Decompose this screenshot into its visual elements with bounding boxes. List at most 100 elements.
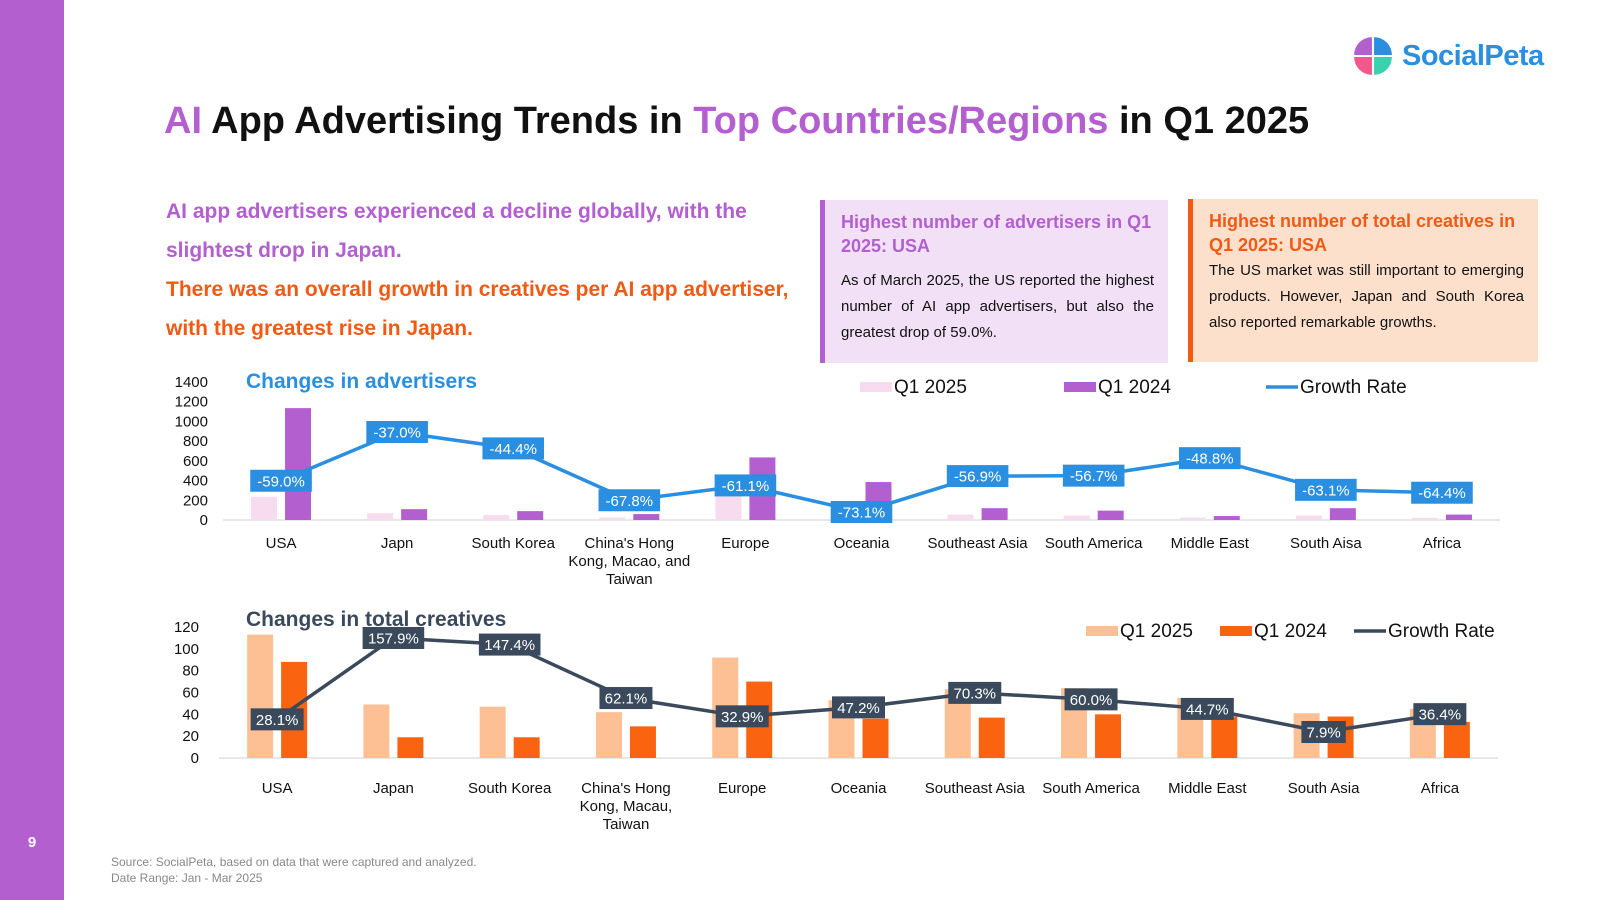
bar-q1-2025-japn: [367, 513, 394, 520]
growth-rate-label-box: [1178, 447, 1241, 470]
growth-rate-label: 47.2%: [837, 700, 880, 717]
y-tick-label: 120: [174, 619, 199, 636]
growth-rate-label: -67.8%: [606, 493, 654, 510]
legend-swatch-q1-2025: [860, 382, 892, 392]
summary-advertisers: AI app advertisers experienced a decline…: [166, 200, 747, 262]
growth-rate-label-box: [1411, 481, 1473, 504]
y-tick-label: 1400: [175, 374, 208, 391]
growth-rate-label: 36.4%: [1419, 707, 1462, 724]
footnote: Source: SocialPeta, based on data that w…: [111, 854, 477, 886]
bar-q1-2024-southeast-asia: [981, 508, 1008, 520]
growth-rate-label-box: [714, 474, 777, 497]
y-tick-label: 1000: [175, 413, 208, 430]
bar-q1-2024-usa: [285, 408, 312, 520]
x-tick-label: Middle East: [1168, 780, 1247, 797]
x-tick-label: South Korea: [468, 780, 552, 797]
bar-q1-2025-south-america: [1063, 515, 1090, 520]
growth-rate-label: -63.1%: [1302, 482, 1350, 499]
bar-q1-2025-south-korea: [483, 515, 510, 520]
page-number: 9: [27, 834, 37, 851]
growth-rate-label: 147.4%: [484, 637, 535, 654]
footnote-source: Source: SocialPeta, based on data that w…: [111, 855, 477, 869]
growth-rate-label: -64.4%: [1418, 485, 1466, 502]
y-tick-label: 600: [183, 453, 208, 470]
y-tick-label: 20: [182, 728, 199, 745]
y-tick-label: 400: [183, 473, 208, 490]
growth-rate-label: -37.0%: [373, 425, 421, 442]
footnote-date-range: Date Range: Jan - Mar 2025: [111, 871, 263, 885]
growth-rate-label-box: [1295, 478, 1357, 501]
x-tick-label: Southeast Asia: [928, 535, 1029, 552]
x-tick-label: South Asia: [1288, 780, 1360, 797]
growth-rate-line: [280, 430, 1442, 514]
summary-creatives: There was an overall growth in creatives…: [166, 278, 789, 340]
growth-rate-label-box: [715, 705, 769, 728]
bar-q1-2024-south-aisa: [1329, 508, 1356, 520]
x-tick-label: China's Hong Kong, Macau, Taiwan: [580, 780, 673, 833]
growth-rate-label-box: [1413, 703, 1467, 726]
bar-q1-2024-middle-east: [1211, 716, 1238, 758]
bar-q1-2024-southeast-asia: [978, 717, 1005, 758]
x-tick-label: South Korea: [472, 535, 556, 552]
sidebar-band: 9: [0, 0, 64, 900]
callout-advertisers: Highest number of advertisers in Q1 2025…: [820, 200, 1168, 363]
y-tick-label: 0: [191, 750, 199, 767]
y-tick-label: 100: [174, 641, 199, 658]
growth-rate-label: 157.9%: [368, 631, 419, 648]
bar-q1-2025-africa: [1411, 517, 1438, 520]
socialpeta-logo-icon: [1354, 37, 1392, 75]
x-tick-label: Japan: [373, 780, 414, 797]
bar-q1-2025-europe: [715, 495, 742, 520]
bar-q1-2025-south-korea: [479, 706, 506, 758]
chart-title: Changes in total creatives: [246, 608, 506, 631]
bar-q1-2025-japan: [363, 704, 390, 758]
bar-q1-2024-south-america: [1095, 714, 1122, 758]
legend-label-growth-rate: Growth Rate: [1300, 377, 1407, 398]
x-tick-label: USA: [266, 535, 297, 552]
legend-label-q1-2025: Q1 2025: [1120, 621, 1193, 642]
bar-q1-2025-china-s-hong-kong-macau-taiwan: [595, 712, 622, 758]
bar-q1-2024-africa: [1445, 514, 1472, 520]
bar-q1-2024-south-america: [1097, 510, 1124, 520]
bar-q1-2024-japan: [397, 737, 424, 758]
bar-q1-2025-usa: [251, 496, 278, 520]
brand-logo: SocialPeta: [1352, 34, 1544, 78]
callout-advertisers-title: Highest number of advertisers in Q1 2025…: [841, 212, 1152, 256]
growth-rate-label: 62.1%: [605, 691, 648, 708]
bar-q1-2025-usa: [247, 634, 274, 758]
page-title: AI App Advertising Trends in Top Countri…: [164, 100, 1309, 143]
bar-q1-2024-japn: [401, 509, 428, 520]
growth-rate-label: 70.3%: [953, 685, 996, 702]
growth-rate-label: -73.1%: [838, 505, 886, 522]
growth-rate-label: -59.0%: [257, 473, 305, 490]
bar-q1-2024-oceania: [862, 718, 889, 758]
x-tick-label: Europe: [721, 535, 769, 552]
growth-rate-label-box: [598, 489, 661, 512]
x-tick-label: China's Hong Kong, Macao, and Taiwan: [568, 535, 690, 588]
y-tick-label: 60: [182, 685, 199, 702]
title-part-app: App Advertising Trends in: [202, 100, 694, 142]
bar-q1-2025-china-s-hong-kong-macao-and-taiwan: [599, 517, 626, 520]
growth-rate-label-box: [1064, 688, 1118, 711]
legend-swatch-q1-2024: [1064, 382, 1096, 392]
bar-q1-2024-china-s-hong-kong-macau-taiwan: [629, 726, 656, 758]
growth-rate-label-box: [1180, 697, 1234, 720]
growth-rate-label: 60.0%: [1070, 692, 1113, 709]
growth-rate-label-box: [250, 469, 312, 492]
legend-label-q1-2025: Q1 2025: [894, 377, 967, 398]
x-tick-label: Japn: [381, 535, 414, 552]
x-tick-label: Africa: [1421, 780, 1460, 797]
x-tick-label: Southeast Asia: [925, 780, 1026, 797]
growth-rate-label-box: [366, 421, 428, 443]
growth-rate-label: -56.9%: [954, 469, 1002, 486]
x-tick-label: South Aisa: [1290, 535, 1362, 552]
x-tick-label: Middle East: [1171, 535, 1250, 552]
callout-creatives-title: Highest number of total creatives in Q1 …: [1209, 211, 1516, 255]
title-part-quarter: in Q1 2025: [1108, 100, 1310, 142]
title-part-ai: AI: [164, 100, 202, 142]
bar-q1-2024-south-korea: [517, 511, 544, 520]
x-tick-label: USA: [262, 780, 293, 797]
advertisers-chart: Changes in advertisers 0 200 400 600 800 1000 1…: [175, 370, 1500, 588]
growth-rate-label: 7.9%: [1306, 725, 1340, 742]
callout-creatives-body: The US market was still important to eme…: [1209, 262, 1524, 331]
